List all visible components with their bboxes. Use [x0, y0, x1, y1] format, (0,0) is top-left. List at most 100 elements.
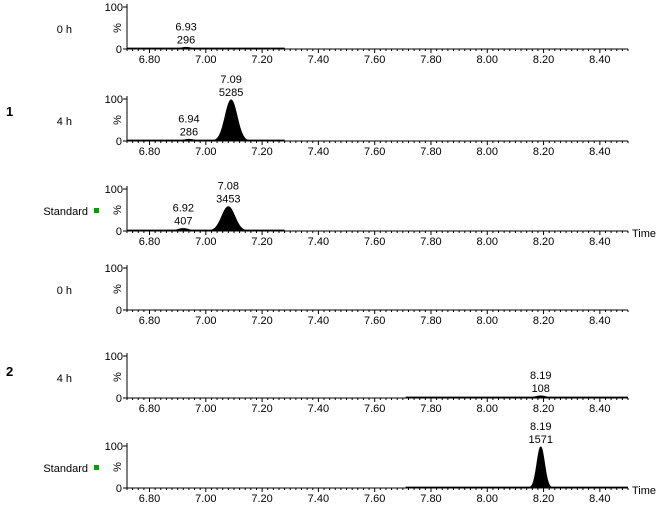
x-tick-label: 7.00: [195, 54, 216, 66]
peak-area-label: 286: [180, 126, 198, 138]
x-tick-label: 7.20: [251, 54, 272, 66]
x-tick-label: 8.00: [477, 493, 498, 505]
x-tick-label: 7.60: [364, 403, 385, 415]
y-tick-label-100: 100: [105, 263, 123, 275]
y-tick-label-0: 0: [116, 44, 122, 56]
trace-label: 4 h: [57, 373, 72, 385]
x-tick-label: 7.80: [420, 146, 441, 158]
x-tick-label: 7.60: [364, 493, 385, 505]
y-tick-label-0: 0: [116, 226, 122, 238]
peak-area-label: 5285: [219, 87, 243, 99]
x-tick-label: 8.40: [589, 236, 610, 248]
x-tick-label: 7.80: [420, 403, 441, 415]
trace-label: Standard: [43, 206, 88, 218]
peak-7.08: [201, 206, 255, 232]
y-axis-label: %: [112, 205, 124, 215]
x-tick-label: 8.00: [477, 403, 498, 415]
x-tick-label: 7.40: [308, 493, 329, 505]
trace-label: 0 h: [57, 285, 72, 297]
x-tick-label: 6.80: [139, 403, 160, 415]
peak-6.94: [169, 138, 209, 142]
x-tick-label: 7.00: [195, 315, 216, 327]
x-tick-label: 7.40: [308, 146, 329, 158]
x-tick-label: 7.60: [364, 315, 385, 327]
x-tick-label: 8.40: [589, 403, 610, 415]
x-tick-label: 7.40: [308, 236, 329, 248]
peak-8.19: [519, 395, 563, 399]
x-tick-label: 7.00: [195, 236, 216, 248]
x-tick-label: 8.40: [589, 54, 610, 66]
x-tick-label: 8.40: [589, 315, 610, 327]
x-tick-label: 8.20: [533, 236, 554, 248]
x-tick-label: 8.40: [589, 146, 610, 158]
x-tick-label: 7.80: [420, 315, 441, 327]
x-tick-label: 7.20: [251, 146, 272, 158]
y-axis-label: %: [112, 462, 124, 472]
peak-rt-label: 6.94: [178, 113, 199, 125]
y-axis-label: %: [112, 23, 124, 33]
peak-8.19: [525, 446, 557, 489]
peak-rt-label: 6.92: [173, 202, 194, 214]
peak-rt-label: 7.08: [218, 181, 239, 193]
trace-label: 0 h: [57, 24, 72, 36]
peak-area-label: 407: [174, 215, 192, 227]
y-axis-label: %: [112, 115, 124, 125]
peak-area-label: 1571: [529, 434, 553, 446]
peak-7.09: [206, 99, 256, 142]
x-tick-label: 6.80: [139, 54, 160, 66]
x-tick-label: 7.40: [308, 403, 329, 415]
y-axis-label: %: [112, 284, 124, 294]
peak-area-label: 108: [532, 383, 550, 395]
x-tick-label: 8.40: [589, 493, 610, 505]
x-tick-label: 7.00: [195, 493, 216, 505]
x-tick-label: 7.80: [420, 236, 441, 248]
x-tick-label: 8.00: [477, 236, 498, 248]
standard-marker-icon: [94, 208, 99, 213]
x-tick-label: 8.20: [533, 493, 554, 505]
x-tick-label: 7.20: [251, 315, 272, 327]
peak-rt-label: 8.19: [530, 370, 551, 382]
y-tick-label-100: 100: [105, 441, 123, 453]
x-tick-label: 7.80: [420, 493, 441, 505]
x-tick-label: 7.20: [251, 236, 272, 248]
x-tick-label: 7.20: [251, 403, 272, 415]
standard-marker-icon: [94, 465, 99, 470]
chromatogram-panel-5: 4 h 100 0% 6.80 7.00 7.20 7.40 7.60 7.80 8.00 8.20…: [57, 351, 629, 415]
peak-rt-label: 6.93: [175, 21, 196, 33]
group-label-2: 2: [6, 364, 13, 379]
x-tick-label: 8.20: [533, 315, 554, 327]
y-tick-label-0: 0: [116, 136, 122, 148]
y-axis-label: %: [112, 372, 124, 382]
y-tick-label-0: 0: [116, 393, 122, 405]
chromatogram-panel-6: Standard 100 0% 6.80 7.00 7.20 7.40 7.60 7.80 8.0…: [43, 421, 656, 505]
peak-area-label: 296: [177, 34, 195, 46]
x-tick-label: 6.80: [139, 315, 160, 327]
x-tick-label: 7.60: [364, 54, 385, 66]
group-label-1: 1: [6, 104, 13, 119]
x-tick-label: 7.40: [308, 315, 329, 327]
x-tick-label: 7.60: [364, 236, 385, 248]
y-tick-label-100: 100: [105, 94, 123, 106]
chromatogram-panel-1: 0 h 100 0% 6.80 7.00 7.20 7.40 7.60 7.80 8.00 8.20…: [57, 2, 629, 66]
peak-area-label: 3453: [216, 194, 240, 206]
peak-6.92: [161, 228, 205, 232]
peak-6.93: [166, 46, 206, 50]
x-tick-label: 8.20: [533, 146, 554, 158]
x-tick-label: 8.00: [477, 54, 498, 66]
x-tick-label: 7.00: [195, 146, 216, 158]
x-tick-label: 7.60: [364, 146, 385, 158]
x-tick-label: 6.80: [139, 236, 160, 248]
peak-rt-label: 7.09: [220, 74, 241, 86]
x-tick-label: 7.80: [420, 54, 441, 66]
x-tick-label: 7.20: [251, 493, 272, 505]
x-tick-label: 8.00: [477, 315, 498, 327]
chromatogram-panel-4: 0 h 100 0% 6.80 7.00 7.20 7.40 7.60 7.80 8.00 8.20…: [57, 263, 629, 327]
x-axis-label: Time: [632, 485, 656, 497]
y-tick-label-0: 0: [116, 305, 122, 317]
x-tick-label: 7.00: [195, 403, 216, 415]
y-tick-label-100: 100: [105, 184, 123, 196]
chromatogram-panel-2: 4 h 100 0% 6.80 7.00 7.20 7.40 7.60 7.80 8.00 8.20…: [57, 74, 629, 158]
trace-label: 4 h: [57, 116, 72, 128]
x-tick-label: 8.20: [533, 54, 554, 66]
